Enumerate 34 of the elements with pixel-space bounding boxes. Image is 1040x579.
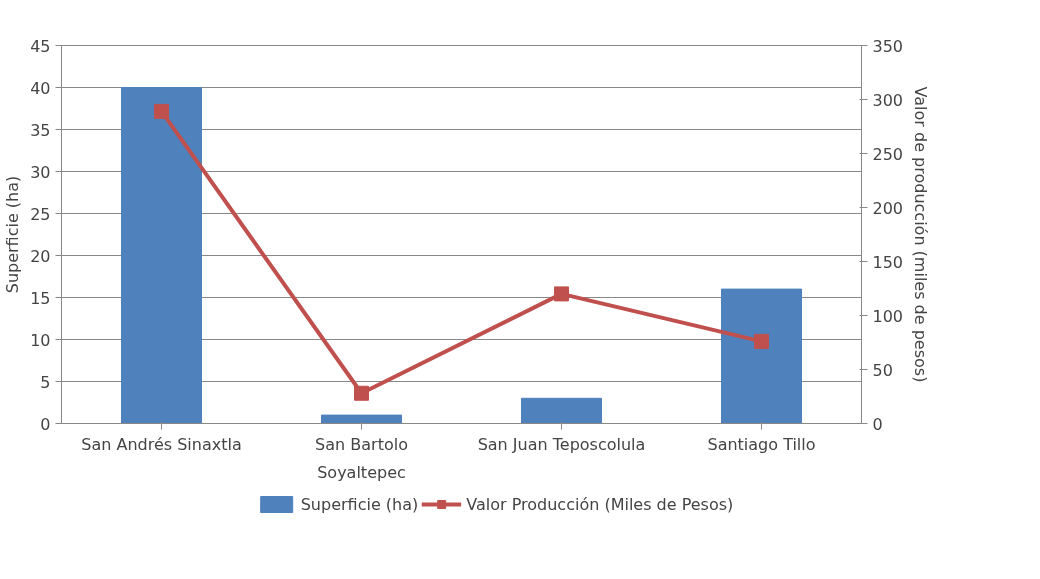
y2-tick-label: 100 bbox=[872, 306, 904, 326]
category-label: San Bartolo Soyaltepec bbox=[315, 434, 408, 482]
y2-tick-label: 0 bbox=[872, 414, 883, 434]
y2-tick-label: 250 bbox=[872, 144, 904, 164]
bar bbox=[121, 87, 202, 424]
y2-tick-label: 300 bbox=[872, 90, 904, 110]
bar bbox=[321, 414, 402, 424]
y-tick-label: 40 bbox=[30, 78, 51, 98]
y2-tick-label: 200 bbox=[872, 198, 904, 218]
y2-tick-label: 350 bbox=[872, 36, 904, 56]
y-tick-label: 10 bbox=[30, 330, 51, 350]
point bbox=[554, 286, 569, 302]
point bbox=[154, 103, 169, 119]
y-tick-label: 45 bbox=[30, 36, 51, 56]
y2-axis-title: Valor de producción (miles de pesos) bbox=[911, 86, 931, 383]
point bbox=[754, 333, 769, 349]
y2-tick-label: 50 bbox=[872, 360, 893, 380]
y-tick-label: 15 bbox=[30, 288, 51, 308]
x-tick-label: San Andrés Sinaxtla bbox=[81, 434, 242, 454]
point bbox=[354, 385, 369, 401]
y-tick-label: 5 bbox=[40, 372, 51, 392]
y-tick-label: 0 bbox=[40, 414, 51, 434]
x-tick-label: Santiago Tillo bbox=[707, 434, 816, 454]
y-tick-label: 25 bbox=[30, 204, 51, 224]
y-tick-label: 20 bbox=[30, 246, 51, 266]
legend-label: Superficie (ha) bbox=[300, 494, 419, 514]
legend-label: Valor Producción (Miles de Pesos) bbox=[466, 494, 734, 514]
y-tick-label: 30 bbox=[30, 162, 51, 182]
x-tick-label: San Juan Teposcolula bbox=[477, 434, 646, 454]
y2-tick-label: 150 bbox=[872, 252, 904, 272]
y-tick-label: 35 bbox=[30, 120, 51, 140]
bar bbox=[521, 397, 602, 424]
bar bbox=[721, 288, 802, 424]
y-axis-title: Superficie (ha) bbox=[3, 175, 23, 294]
